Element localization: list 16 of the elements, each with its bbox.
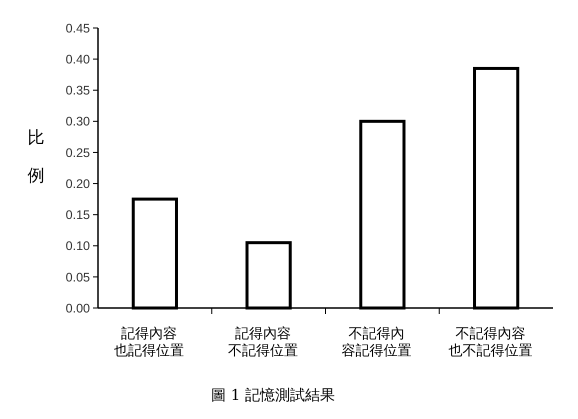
y-tick-label: 0.10 xyxy=(66,239,90,254)
y-axis-title: 比例 xyxy=(28,128,44,186)
y-tick-label: 0.40 xyxy=(66,52,90,66)
y-tick-label: 0.35 xyxy=(66,84,90,98)
caption: 圖 1 記憶測試結果 xyxy=(210,386,336,404)
y-tick-label: 0.30 xyxy=(66,114,90,129)
y-tick-label: 0.25 xyxy=(66,146,90,160)
y-tick-label: 0.05 xyxy=(66,270,90,284)
y-tick-label: 0.00 xyxy=(66,301,90,316)
x-tick-label: 不記得內容記得位置 xyxy=(342,326,412,359)
y-tick-label: 0.20 xyxy=(66,176,90,191)
y-tick-label: 0.15 xyxy=(66,208,90,222)
x-tick-label: 記得內容不記得位置 xyxy=(228,326,298,359)
y-tick-label: 0.45 xyxy=(66,21,90,36)
x-tick-label: 記得內容也記得位置 xyxy=(114,326,184,359)
x-tick-label: 不記得內容也不記得位置 xyxy=(448,326,532,359)
